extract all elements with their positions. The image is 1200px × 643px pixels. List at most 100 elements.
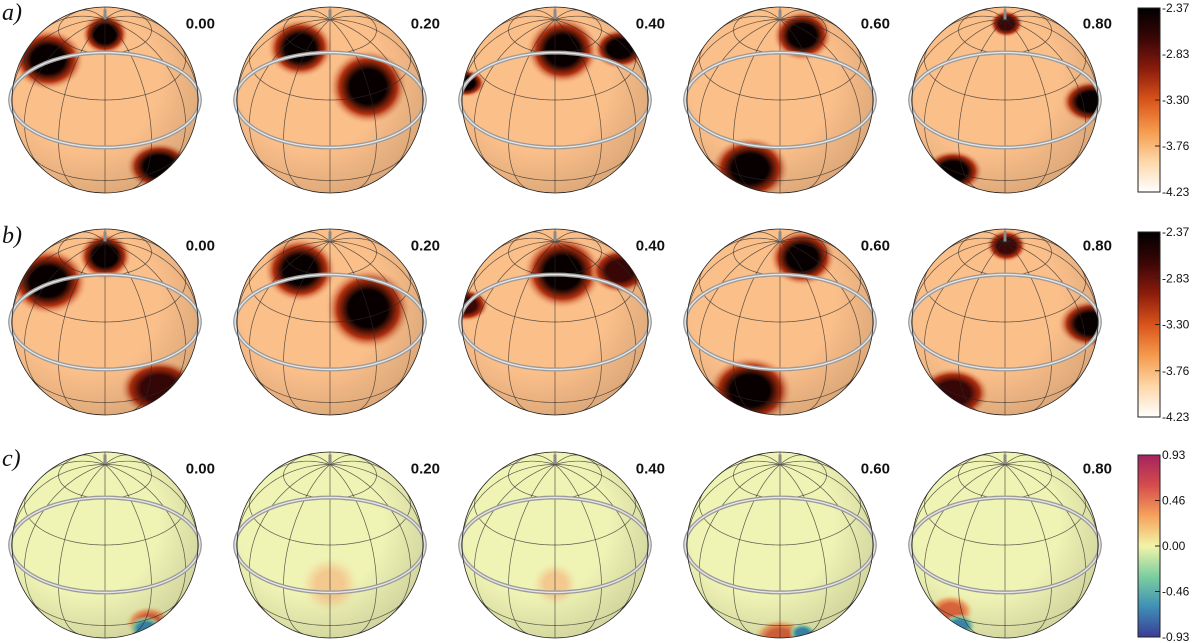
longitude-line: [24, 464, 106, 615]
longitude-line: [754, 454, 781, 465]
longitude-line: [304, 231, 331, 242]
longitude-line: [924, 464, 1006, 615]
longitude-line: [1004, 454, 1031, 465]
colorbar: 0.93 0.46 0.00 -0.46 -0.93: [1137, 448, 1190, 643]
longitude-line: [58, 19, 106, 190]
longitude-line: [779, 454, 806, 465]
colorbar-tick-label: 0.00: [1162, 539, 1186, 553]
globe-phase-2: 0.40: [458, 228, 665, 416]
longitude-line: [104, 19, 186, 170]
longitude-line: [104, 237, 166, 252]
row-2: c) 0.00 0.20 0.40 0.60 0.80 0.93 0.46 0.00 -0.46 -…: [2, 446, 1190, 643]
colorbar-gradient: [1138, 8, 1160, 192]
longitude-line: [329, 231, 356, 242]
longitude-line: [979, 231, 1006, 242]
longitude-line: [754, 9, 781, 20]
longitude-line: [529, 454, 556, 465]
sphere-outline: [461, 6, 649, 194]
colorbar: -2.37 -2.83 -3.30 -3.76 -4.23: [1137, 1, 1190, 199]
longitude-line: [1004, 241, 1086, 392]
longitude-line: [554, 464, 602, 635]
longitude-line: [104, 460, 166, 475]
longitude-line: [474, 464, 556, 615]
colorbar-gradient: [1138, 232, 1160, 417]
longitude-line: [269, 237, 331, 252]
longitude-line: [104, 241, 186, 392]
colorbar-tick-label: -4.23: [1162, 185, 1190, 199]
globe-phase-1: 0.20: [233, 451, 440, 639]
colorbar-tick-label: -2.83: [1162, 271, 1190, 285]
longitude-line: [304, 454, 331, 465]
longitude-line: [494, 15, 556, 30]
longitude-line: [329, 237, 391, 252]
globe-phase-3: 0.60: [683, 451, 890, 639]
longitude-line: [474, 241, 556, 392]
phase-label: 0.60: [861, 15, 890, 32]
longitude-line: [104, 464, 198, 546]
longitude-line: [1004, 241, 1098, 323]
colorbar-tick-label: -2.37: [1162, 1, 1190, 15]
longitude-line: [269, 15, 331, 30]
longitude-line: [699, 241, 781, 392]
longitude-line: [779, 241, 827, 412]
colorbar-tick-label: 0.93: [1162, 448, 1186, 462]
globe-phase-4: 0.80: [908, 6, 1112, 194]
longitude-line: [24, 19, 106, 170]
longitude-line: [779, 241, 861, 392]
globe-phase-4: 0.80: [908, 228, 1112, 416]
sphere-outline: [11, 6, 199, 194]
longitude-line: [554, 460, 616, 475]
row-1: b) 0.00 0.20 0.40 0.60 0.80 -2.37 -2.83 -3.30 -3.…: [2, 223, 1190, 424]
colorbar-tick-label: -3.76: [1162, 364, 1190, 378]
longitude-line: [462, 19, 556, 101]
longitude-line: [329, 9, 356, 20]
longitude-line: [329, 464, 423, 546]
longitude-line: [733, 241, 781, 412]
longitude-line: [554, 231, 581, 242]
longitude-line: [249, 19, 331, 170]
longitude-line: [329, 241, 423, 323]
sphere-outline: [686, 6, 874, 194]
sphere-outline: [686, 228, 874, 416]
longitude-line: [329, 464, 411, 615]
longitude-line: [687, 464, 781, 546]
longitude-line: [494, 460, 556, 475]
longitude-line: [508, 464, 556, 635]
colorbar-gradient: [1138, 455, 1160, 637]
longitude-line: [779, 464, 861, 615]
longitude-line: [508, 241, 556, 412]
longitude-line: [779, 464, 827, 635]
phase-label: 0.40: [636, 460, 665, 477]
longitude-line: [329, 460, 391, 475]
longitude-line: [44, 15, 106, 30]
longitude-line: [24, 241, 106, 392]
longitude-line: [474, 19, 556, 170]
longitude-line: [237, 241, 331, 323]
longitude-line: [104, 15, 166, 30]
phase-label: 0.00: [186, 237, 215, 254]
longitude-line: [329, 464, 377, 635]
longitude-line: [687, 241, 781, 323]
longitude-line: [104, 19, 198, 101]
globe-phase-0: 0.00: [8, 451, 215, 639]
longitude-line: [1004, 19, 1098, 101]
colorbar: -2.37 -2.83 -3.30 -3.76 -4.23: [1137, 225, 1190, 424]
longitude-line: [249, 464, 331, 615]
sphere-outline: [911, 228, 1099, 416]
longitude-line: [237, 19, 331, 101]
longitude-line: [958, 241, 1006, 412]
colorbar-tick-label: -0.46: [1162, 585, 1190, 599]
phase-label: 0.40: [636, 237, 665, 254]
longitude-line: [554, 9, 581, 20]
colorbar-tick-label: -4.23: [1162, 410, 1190, 424]
phase-label: 0.60: [861, 460, 890, 477]
longitude-line: [79, 9, 106, 20]
row-label: c): [2, 446, 21, 472]
longitude-line: [1004, 460, 1066, 475]
sphere-outline: [236, 451, 424, 639]
longitude-line: [554, 15, 616, 30]
phase-label: 0.60: [861, 237, 890, 254]
longitude-line: [104, 231, 131, 242]
longitude-line: [554, 241, 648, 323]
